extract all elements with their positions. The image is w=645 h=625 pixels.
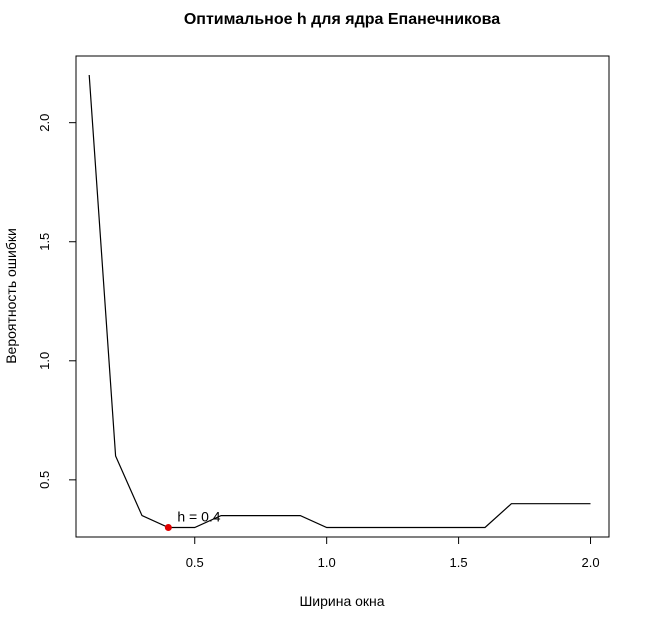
chart-title: Оптимальное h для ядра Епанечникова [184, 11, 500, 28]
x-axis-label: Ширина окна [299, 593, 384, 609]
series-layer [88, 74, 591, 529]
y-tick-label: 1.5 [37, 233, 52, 251]
y-tick-label: 1.0 [37, 352, 52, 370]
highlight-layer: h = 0.4 [164, 508, 221, 531]
x-axis: 0.5 1.0 1.5 2.0 [186, 537, 600, 570]
y-tick-label: 0.5 [37, 471, 52, 489]
plot-frame [75, 55, 610, 538]
optimum-point [164, 523, 172, 531]
x-tick-label: 0.5 [186, 555, 204, 570]
y-tick-label: 2.0 [37, 114, 52, 132]
y-axis: 0.5 1.0 1.5 2.0 [37, 114, 76, 489]
x-tick-label: 2.0 [581, 555, 599, 570]
y-axis-label: Вероятность ошибки [3, 228, 19, 364]
x-tick-label: 1.5 [450, 555, 468, 570]
x-tick-label: 1.0 [318, 555, 336, 570]
optimum-label: h = 0.4 [177, 508, 220, 524]
series-line-error [88, 74, 591, 529]
